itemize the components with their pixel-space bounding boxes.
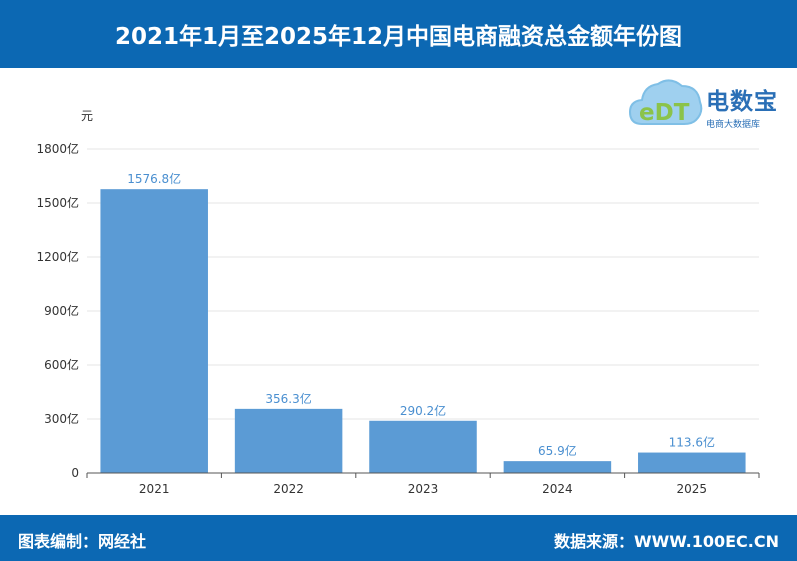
x-tick-label: 2024 — [542, 482, 573, 496]
bar-2023 — [369, 420, 477, 473]
bar-2025 — [638, 452, 746, 473]
y-tick-label: 600亿 — [44, 357, 79, 372]
chart-title-bar: 2021年1月至2025年12月中国电商融资总金额年份图 — [0, 0, 797, 68]
logo-mark: eDT — [639, 100, 690, 126]
logo-subtitle: 电商大数据库 — [706, 120, 761, 130]
cloud-logo-icon: eDT — [628, 79, 703, 126]
y-tick-label: 300亿 — [44, 411, 79, 426]
x-axis-ticks: 2021 2022 2023 2024 2025 — [86, 473, 760, 496]
bar-chart: 元 0 300亿 600亿 900亿 1200亿 1500亿 1800亿 1576.8亿 35… — [36, 109, 760, 496]
data-label-2024: 65.9亿 — [538, 443, 577, 458]
bar-2022 — [234, 408, 343, 473]
bars: 1576.8亿 356.3亿 290.2亿 65.9亿 113.6亿 — [100, 171, 746, 473]
y-tick-label: 0 — [71, 466, 79, 480]
x-tick-label: 2022 — [273, 482, 304, 496]
bar-2021 — [100, 189, 208, 473]
logo-name: 电数宝 — [706, 89, 778, 115]
data-label-2023: 290.2亿 — [400, 403, 446, 418]
data-label-2025: 113.6亿 — [669, 435, 715, 450]
y-axis-unit: 元 — [81, 109, 93, 123]
data-label-2021: 1576.8亿 — [127, 171, 181, 186]
y-tick-label: 1200亿 — [36, 249, 79, 264]
y-axis-ticks: 0 300亿 600亿 900亿 1200亿 1500亿 1800亿 — [36, 141, 79, 480]
bar-2024 — [503, 461, 612, 473]
logo: eDT 电数宝 电商大数据库 — [628, 72, 793, 136]
x-tick-label: 2023 — [408, 482, 439, 496]
footer-source: 数据来源：WWW.100EC.CN — [553, 532, 779, 551]
x-tick-label: 2021 — [139, 482, 170, 496]
footer-bar: 图表编制：网经社 数据来源：WWW.100EC.CN — [0, 515, 797, 561]
chart-title: 2021年1月至2025年12月中国电商融资总金额年份图 — [114, 24, 683, 50]
footer-credit: 图表编制：网经社 — [18, 532, 147, 551]
data-label-2022: 356.3亿 — [265, 391, 311, 406]
y-tick-label: 1800亿 — [36, 141, 79, 156]
y-tick-label: 900亿 — [44, 303, 79, 318]
x-tick-label: 2025 — [677, 482, 708, 496]
y-tick-label: 1500亿 — [36, 195, 79, 210]
